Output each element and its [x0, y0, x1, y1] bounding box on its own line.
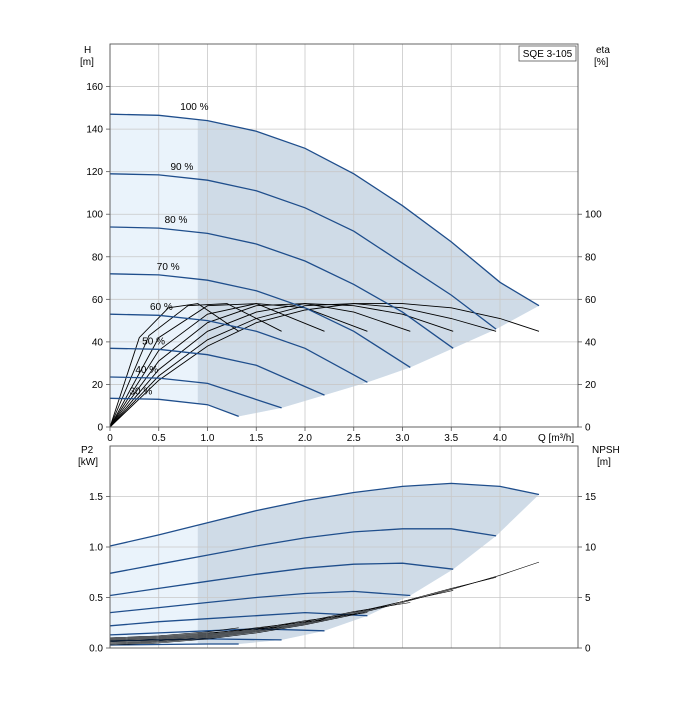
title-box: [518, 45, 577, 62]
head-curve: [109, 347, 325, 396]
yr-axis-label: eta: [596, 45, 610, 56]
yr-tick-label: 60: [585, 295, 597, 306]
speed-label: 60 %: [150, 302, 173, 313]
yr-axis-unit: [%]: [594, 57, 609, 68]
power-curve: [109, 611, 368, 627]
x-axis-label: Q [m³/h]: [538, 433, 574, 444]
y-axis-unit: [m]: [80, 57, 94, 68]
efficiency-curve: [109, 303, 497, 428]
x-tick-label: 2.5: [347, 433, 361, 444]
x-tick-label: 0.5: [152, 433, 166, 444]
head-curve: [109, 313, 368, 383]
top-frame: [109, 43, 579, 428]
p2-axis-label: P2: [81, 445, 94, 456]
x-tick-label: 3.0: [396, 433, 410, 444]
power-curve: [109, 562, 454, 597]
y-axis-label: H: [84, 45, 91, 56]
y-tick-label: 80: [92, 252, 104, 263]
efficiency-curve: [109, 303, 411, 428]
npsh-tick-label: 5: [585, 593, 591, 604]
npsh-tick-label: 10: [585, 543, 597, 554]
power-curve: [109, 628, 325, 636]
x-tick-label: 1.5: [249, 433, 263, 444]
p2-tick-label: 0.5: [89, 593, 103, 604]
npsh-tick-label: 0: [585, 644, 591, 655]
y-tick-label: 40: [92, 337, 104, 348]
y-tick-label: 0: [97, 423, 103, 434]
p2-tick-label: 1.0: [89, 543, 103, 554]
speed-label: 30 %: [130, 386, 153, 397]
head-curve: [109, 376, 282, 409]
x-tick-label: 4.0: [493, 433, 507, 444]
p2-tick-label: 0.0: [89, 644, 103, 655]
p2-axis-unit: [kW]: [78, 457, 98, 468]
yr-tick-label: 20: [585, 380, 597, 391]
head-curve: [109, 113, 540, 307]
head-curve: [109, 397, 239, 418]
npsh-curve: [109, 577, 497, 645]
npsh-curve: [109, 627, 239, 639]
efficiency-curve: [109, 303, 454, 428]
npsh-axis-label: NPSH: [592, 445, 620, 456]
efficiency-curve: [109, 303, 239, 428]
speed-label: 80 %: [165, 215, 188, 226]
x-tick-label: 0: [107, 433, 113, 444]
power-curve: [109, 638, 282, 642]
npsh-curve: [109, 619, 325, 641]
y-tick-label: 140: [86, 125, 103, 136]
y-tick-label: 160: [86, 82, 103, 93]
chart-title: SQE 3-105: [523, 49, 573, 60]
y-tick-label: 60: [92, 295, 104, 306]
speed-label: 50 %: [142, 336, 165, 347]
yr-tick-label: 100: [585, 210, 602, 221]
head-curve: [109, 173, 497, 330]
x-tick-label: 3.5: [444, 433, 458, 444]
head-curve: [109, 226, 454, 349]
speed-label: 100 %: [180, 102, 208, 113]
npsh-axis-unit: [m]: [597, 457, 611, 468]
y-tick-label: 100: [86, 210, 103, 221]
yr-tick-label: 0: [585, 423, 591, 434]
npsh-tick-label: 15: [585, 492, 597, 503]
npsh-curve: [109, 602, 411, 643]
npsh-curve: [109, 612, 368, 642]
speed-label: 70 %: [157, 262, 180, 273]
x-tick-label: 1.0: [201, 433, 215, 444]
power-curve: [109, 590, 411, 614]
power-curve: [109, 643, 239, 646]
efficiency-curve: [109, 303, 282, 428]
speed-label: 40 %: [135, 365, 158, 376]
y-tick-label: 120: [86, 167, 103, 178]
npsh-curve: [109, 626, 282, 640]
power-curve: [109, 528, 497, 574]
efficiency-curve: [109, 303, 368, 428]
x-tick-label: 2.0: [298, 433, 312, 444]
head-curve: [109, 273, 411, 368]
power-curve: [109, 482, 540, 547]
y-tick-label: 20: [92, 380, 104, 391]
efficiency-curve: [109, 303, 325, 428]
yr-tick-label: 80: [585, 252, 597, 263]
yr-tick-label: 40: [585, 337, 597, 348]
speed-label: 90 %: [170, 162, 193, 173]
p2-tick-label: 1.5: [89, 492, 103, 503]
